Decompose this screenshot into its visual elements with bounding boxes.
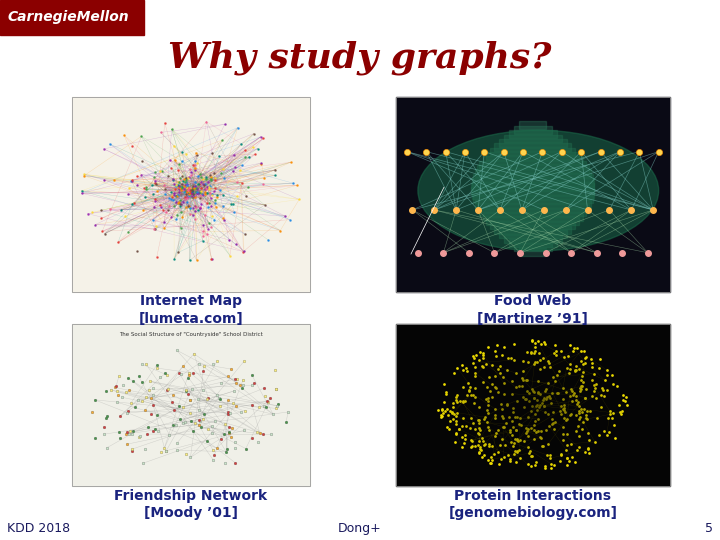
Bar <box>0 0 144 35</box>
Bar <box>72 97 310 292</box>
Bar <box>509 130 557 138</box>
Bar <box>473 174 593 181</box>
Bar <box>495 226 571 234</box>
Bar <box>519 122 546 129</box>
Bar <box>480 161 586 168</box>
Text: Dong+: Dong+ <box>338 522 382 535</box>
Bar <box>514 244 552 251</box>
Bar <box>486 152 580 160</box>
Bar <box>499 139 567 147</box>
Bar <box>490 222 575 230</box>
Text: CarnegieMellon: CarnegieMellon <box>7 10 129 24</box>
Bar <box>72 324 310 486</box>
Bar <box>396 97 670 292</box>
Bar <box>472 191 594 199</box>
Bar <box>396 97 670 292</box>
Bar <box>396 324 670 486</box>
Bar <box>477 204 589 212</box>
Bar <box>472 178 594 186</box>
Ellipse shape <box>418 130 659 251</box>
Bar <box>474 200 591 208</box>
Bar <box>482 213 583 221</box>
Text: KDD 2018: KDD 2018 <box>7 522 71 535</box>
Text: The Social Structure of "Countryside" School District: The Social Structure of "Countryside" Sc… <box>119 332 263 337</box>
Bar <box>473 195 593 204</box>
Bar <box>396 324 670 486</box>
Bar <box>72 97 310 292</box>
Bar <box>504 134 562 143</box>
Text: Friendship Network
[Moody ’01]: Friendship Network [Moody ’01] <box>114 489 267 520</box>
Bar <box>486 218 580 225</box>
Text: Protein Interactions
[genomebiology.com]: Protein Interactions [genomebiology.com] <box>449 489 617 520</box>
Text: 5: 5 <box>705 522 713 535</box>
Bar <box>482 157 583 164</box>
Text: Food Web
[Martinez ’91]: Food Web [Martinez ’91] <box>477 294 588 326</box>
Bar <box>472 183 594 190</box>
Bar <box>474 170 591 177</box>
Bar <box>472 187 594 194</box>
Bar <box>480 208 586 217</box>
Bar <box>519 248 546 255</box>
Bar <box>477 165 589 173</box>
Text: Why study graphs?: Why study graphs? <box>168 40 552 75</box>
Bar <box>509 239 557 247</box>
Bar <box>495 143 571 151</box>
Bar <box>514 126 552 133</box>
Bar <box>490 147 575 156</box>
Bar <box>504 235 562 242</box>
Text: Internet Map
[lumeta.com]: Internet Map [lumeta.com] <box>138 294 243 326</box>
Bar <box>499 231 567 238</box>
Bar <box>72 324 310 486</box>
